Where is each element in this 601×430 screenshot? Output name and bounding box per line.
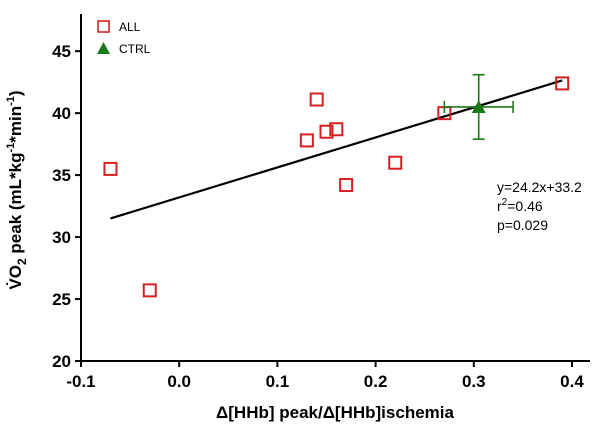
x-axis-title: Δ[HHb] peak/Δ[HHb]ischemia bbox=[216, 403, 454, 422]
axes bbox=[80, 14, 590, 362]
legend-ctrl-marker bbox=[97, 42, 110, 54]
x-tick-label: 0.2 bbox=[364, 372, 388, 391]
y-tick-label: 45 bbox=[52, 42, 71, 61]
y-ticks: 20 25 30 35 40 45 bbox=[52, 42, 81, 371]
x-tick-label: 0.3 bbox=[462, 372, 486, 391]
y-axis-title: V̇O2 peak (mL*kg-1*min-1) bbox=[5, 90, 29, 289]
y-tick-label: 30 bbox=[52, 228, 71, 247]
y-axis-title-main: peak (mL*kg bbox=[6, 153, 25, 259]
x-ticks: -0.1 0.0 0.1 0.2 0.3 0.4 bbox=[66, 361, 584, 391]
data-point-all bbox=[555, 76, 570, 91]
data-point-ctrl bbox=[443, 73, 514, 140]
x-tick-label: 0.1 bbox=[266, 372, 290, 391]
regression-annotation: y=24.2x+33.2 r2=0.46 p=0.029 bbox=[497, 179, 582, 233]
x-tick-label: 0.4 bbox=[560, 372, 584, 391]
y-tick-label: 40 bbox=[52, 104, 71, 123]
regression-line bbox=[110, 79, 563, 220]
y-tick-label: 20 bbox=[52, 352, 71, 371]
annotation-r2: r2=0.46 bbox=[497, 197, 543, 214]
data-points bbox=[103, 73, 570, 298]
annotation-p-value: p=0.029 bbox=[497, 217, 548, 233]
data-point-all bbox=[299, 133, 314, 148]
y-axis-title-sup1: -1 bbox=[5, 143, 17, 153]
y-axis-title-mid: *min bbox=[6, 106, 25, 143]
y-axis-title-sup2: -1 bbox=[5, 96, 17, 106]
y-axis-title-sub: 2 bbox=[15, 258, 29, 265]
annotation-equation: y=24.2x+33.2 bbox=[497, 179, 582, 195]
annotation-r2-base: r bbox=[497, 198, 502, 214]
x-tick-label: 0.0 bbox=[167, 372, 191, 391]
legend: ALL CTRL bbox=[97, 20, 151, 56]
x-tick-label: -0.1 bbox=[66, 372, 95, 391]
data-point-all bbox=[103, 161, 118, 176]
legend-all-marker bbox=[97, 20, 110, 33]
y-tick-label: 35 bbox=[52, 166, 71, 185]
y-tick-label: 25 bbox=[52, 290, 71, 309]
y-axis-title-base: V̇O bbox=[6, 265, 25, 290]
data-point-all bbox=[339, 178, 354, 193]
data-point-all bbox=[319, 124, 334, 139]
data-point-all bbox=[309, 92, 324, 107]
y-axis-title-end: ) bbox=[6, 90, 25, 96]
data-point-all bbox=[388, 155, 403, 170]
data-point-all bbox=[142, 283, 157, 298]
legend-all-label: ALL bbox=[119, 20, 141, 34]
annotation-r2-sup: 2 bbox=[502, 197, 508, 208]
triangle-marker bbox=[471, 99, 486, 113]
data-point-all bbox=[329, 122, 344, 137]
legend-ctrl-label: CTRL bbox=[119, 42, 151, 56]
regression-line-group bbox=[110, 79, 563, 220]
annotation-r2-value: =0.46 bbox=[507, 198, 543, 214]
